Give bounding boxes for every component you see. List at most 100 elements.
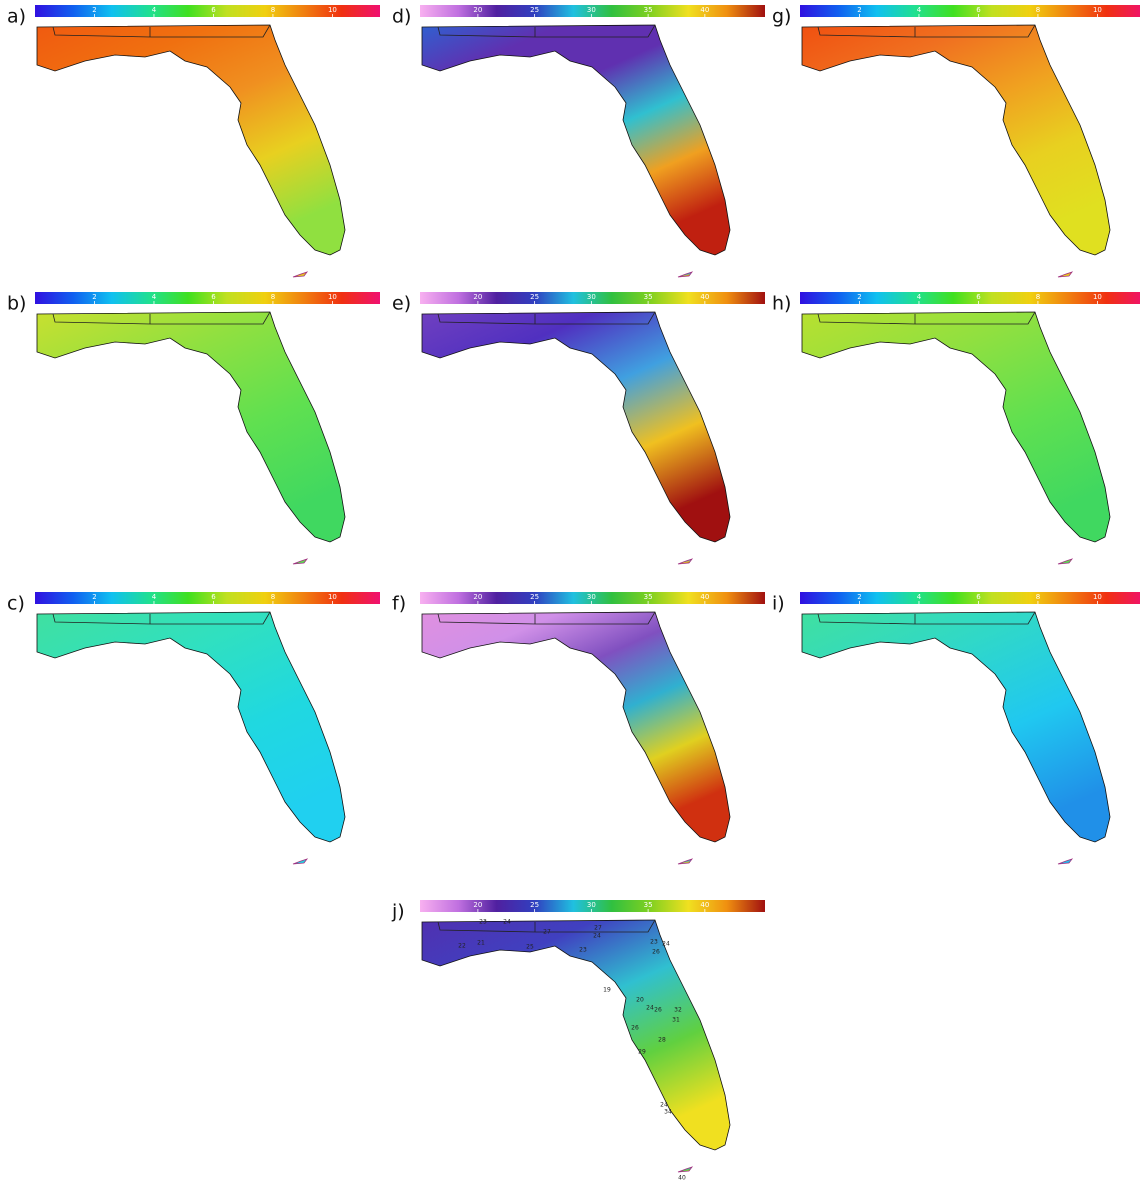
colorbar-tick-label: 35 [644,293,653,301]
panel-label: a) [7,6,26,28]
station-value: 21 [477,940,485,947]
florida-map [37,312,345,542]
colorbar-tick-label: 10 [328,593,337,601]
florida-map [802,612,1110,842]
colorbar-tick-label: 30 [587,901,596,909]
colorbar-tick-label: 4 [917,593,922,601]
colorbar-tick-label: 8 [1036,593,1040,601]
keys-islands [678,859,692,864]
colorbar-tick-label: 4 [152,293,157,301]
colorbar-tick-label: 8 [271,593,275,601]
keys-islands [678,559,692,564]
florida-map [422,312,730,542]
colorbar-tick-label: 8 [271,6,275,14]
colorbar-tick-label: 20 [473,901,482,909]
colorbar-tick-label: 35 [644,901,653,909]
station-value: 20 [636,997,644,1004]
colorbar-tick-label: 6 [211,293,216,301]
station-value: 24 [646,1005,654,1012]
keys-islands [293,859,307,864]
keys-islands [1058,559,1072,564]
colorbar-tick-label: 8 [1036,293,1040,301]
colorbar [800,292,1140,304]
panel-label: c) [7,593,25,615]
station-value: 29 [638,1049,646,1056]
station-value: 31 [672,1017,680,1024]
colorbar-tick-label: 35 [644,593,653,601]
station-value: 23 [650,939,658,946]
station-value: 25 [526,944,534,951]
station-value: 32 [674,1007,682,1014]
colorbar-tick-label: 30 [587,593,596,601]
colorbar-tick-label: 2 [92,593,96,601]
colorbar-tick-label: 20 [473,593,482,601]
florida-map [37,612,345,842]
colorbar-tick-label: 2 [857,293,861,301]
colorbar-tick-label: 25 [530,593,539,601]
station-value: 40 [678,1175,686,1182]
colorbar [800,592,1140,604]
florida-map [802,25,1110,255]
colorbar-tick-label: 2 [857,6,861,14]
panel: e) 20 25 30 35 40 [392,292,765,564]
station-value: 27 [594,925,602,932]
panel: d) 20 25 30 35 40 [392,5,765,277]
station-value: 24 [593,933,601,940]
colorbar-tick-label: 6 [976,6,981,14]
panel-label: e) [392,293,411,315]
figure: a)246810d)2025303540g)246810b)246810e)20… [0,0,1140,1189]
colorbar-tick-label: 30 [587,293,596,301]
colorbar-tick-label: 4 [917,293,922,301]
colorbar-tick-label: 2 [857,593,861,601]
colorbar-tick-label: 8 [271,293,275,301]
station-value: 24 [660,1102,668,1109]
station-value: 27 [543,929,551,936]
station-value: 24 [662,941,670,948]
colorbar-tick-label: 25 [530,6,539,14]
colorbar-tick-label: 25 [530,293,539,301]
colorbar-tick-label: 10 [328,6,337,14]
station-value: 22 [458,943,466,950]
panel-label: f) [392,593,406,615]
keys-islands [1058,272,1072,277]
station-value: 26 [631,1025,639,1032]
colorbar-tick-label: 30 [587,6,596,14]
station-value: 24 [503,919,511,926]
colorbar-tick-label: 20 [473,6,482,14]
station-value: 23 [479,919,487,926]
colorbar-tick-label: 4 [917,6,922,14]
florida-map [422,25,730,255]
florida-map [802,312,1110,542]
colorbar-tick-label: 6 [211,593,216,601]
colorbar [800,5,1140,17]
colorbar-tick-label: 35 [644,6,653,14]
florida-map [422,920,730,1150]
station-value: 28 [658,1037,666,1044]
colorbar-tick-label: 6 [211,6,216,14]
colorbar-tick-label: 40 [700,293,709,301]
keys-islands [678,272,692,277]
colorbar-tick-label: 10 [1093,593,1102,601]
colorbar-tick-label: 2 [92,6,96,14]
colorbar-tick-label: 40 [700,6,709,14]
colorbar-tick-label: 40 [700,593,709,601]
panel-label: g) [772,6,791,28]
station-value: 34 [664,1109,672,1116]
florida-map [37,25,345,255]
panel-label: d) [392,6,411,28]
station-value: 26 [652,949,660,956]
colorbar-tick-label: 2 [92,293,96,301]
keys-islands [678,1167,692,1172]
station-value: 19 [603,987,611,994]
colorbar-tick-label: 10 [1093,6,1102,14]
station-value: 23 [579,947,587,954]
keys-islands [293,559,307,564]
station-value: 26 [654,1007,662,1014]
panel: f) 20 25 30 35 40 [392,592,765,864]
colorbar-tick-label: 20 [473,293,482,301]
